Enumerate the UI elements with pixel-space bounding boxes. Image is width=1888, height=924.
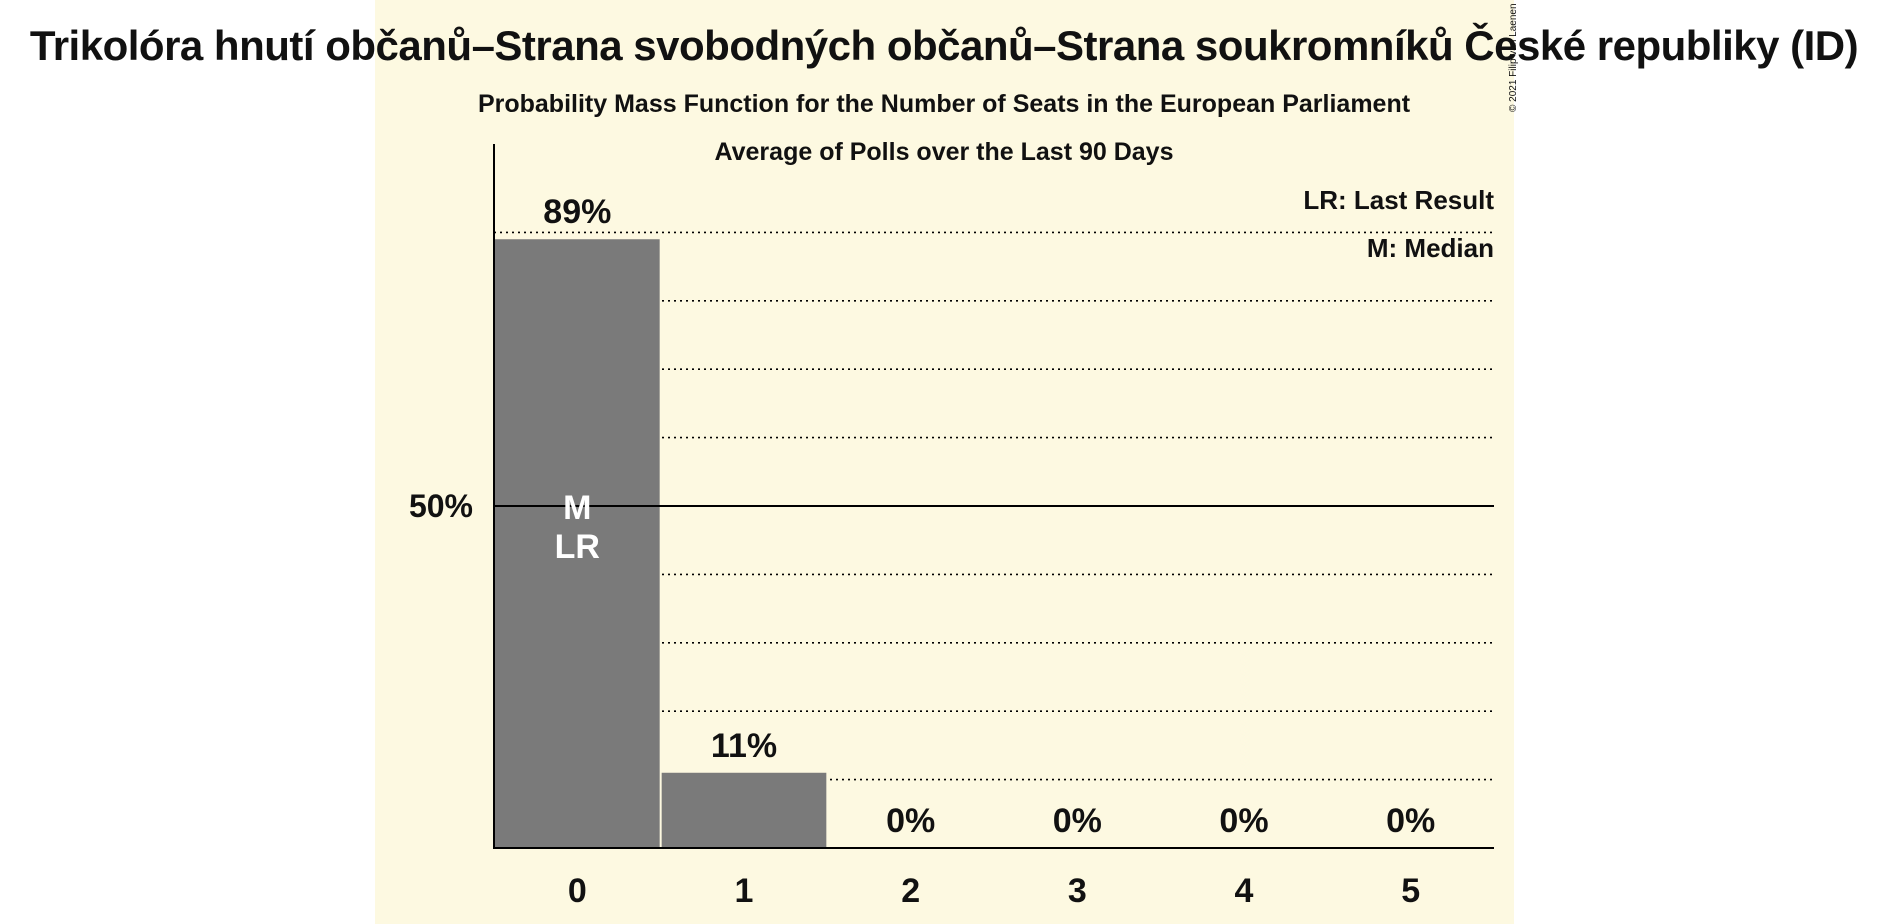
x-tick-label: 4: [1235, 872, 1254, 910]
y-tick-label: 50%: [409, 488, 473, 524]
data-label: 0%: [1386, 802, 1435, 840]
data-label: 0%: [1053, 802, 1102, 840]
copyright-note: © 2021 Filip van Laenen: [1508, 3, 1519, 112]
legend-entry: LR: Last Result: [1303, 185, 1494, 215]
bar-annotation: M: [563, 489, 591, 527]
chart-subtitle-period: Average of Polls over the Last 90 Days: [714, 138, 1174, 166]
chart-subtitle: Probability Mass Function for the Number…: [477, 90, 1411, 118]
x-tick-label: 0: [568, 872, 587, 910]
bar-annotation: LR: [555, 528, 600, 566]
x-tick-label: 5: [1401, 872, 1420, 910]
data-label: 89%: [543, 193, 611, 231]
x-tick-label: 2: [901, 872, 920, 910]
data-label: 0%: [886, 802, 935, 840]
chart-title: Trikolóra hnutí občanů–Strana svobodných…: [29, 22, 1859, 69]
bar: [661, 772, 827, 848]
data-label: 0%: [1219, 802, 1268, 840]
bar: [495, 239, 660, 849]
data-label: 11%: [711, 727, 777, 765]
x-tick-label: 3: [1068, 872, 1087, 910]
x-tick-label: 1: [735, 872, 754, 910]
legend-entry: M: Median: [1367, 233, 1494, 263]
